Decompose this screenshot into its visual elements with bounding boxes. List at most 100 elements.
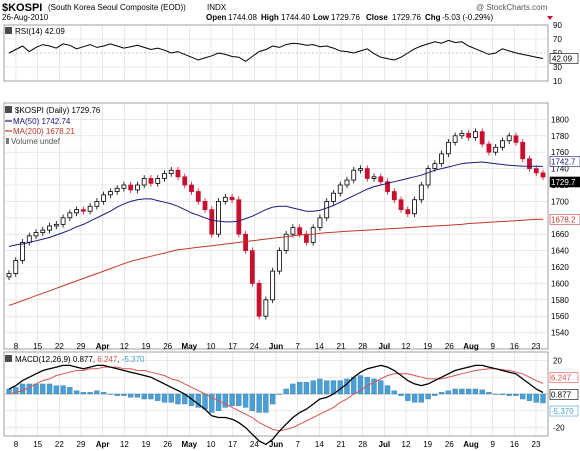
x-tick-label: Jun [269, 440, 283, 449]
x-tick-label: Apr [96, 440, 110, 449]
price-tag-box [549, 176, 580, 188]
price-tick-label: 1540 [551, 329, 569, 338]
macd-histogram-bar [445, 390, 452, 395]
macd-histogram-bar [121, 393, 127, 396]
macd-histogram-bar [465, 388, 472, 395]
chart-date: 26-Aug-2010 [2, 13, 49, 22]
price-tag: 1729.7 [551, 178, 576, 187]
macd-histogram-bar [134, 393, 141, 398]
macd-histogram-bar [161, 393, 168, 403]
price-tick-label: 1640 [551, 247, 569, 256]
candle-body [513, 135, 519, 143]
candle-body [101, 194, 107, 202]
candle-body [425, 168, 431, 186]
macd-histogram-bar [269, 393, 276, 405]
chg-down-arrow-icon [547, 16, 553, 20]
x-tick-label: 12 [120, 342, 129, 351]
macd-histogram-bar [391, 390, 397, 395]
x-tick-label: May [182, 342, 198, 351]
candle-body [344, 179, 350, 186]
x-tick-label: 24 [250, 342, 259, 351]
x-tick-label: 21 [337, 342, 346, 351]
candle-body [60, 217, 66, 225]
macd-histogram-bar [87, 392, 93, 395]
legend-ma50: MA(50) 1742.74 [13, 117, 71, 126]
price-tag: 1678.2 [551, 215, 576, 224]
x-tick-label: 28 [358, 342, 367, 351]
macd-histogram-bar [80, 392, 87, 395]
x-tick-label: 10 [207, 342, 216, 351]
macd-histogram-bar [209, 393, 215, 413]
candle-body [67, 212, 73, 219]
candle-body [520, 141, 526, 160]
rsi-tick-label: 10 [553, 77, 562, 86]
candle-body [405, 209, 411, 215]
candle-body [540, 172, 546, 178]
candle-body [378, 176, 384, 183]
macd-histogram-bar [236, 393, 242, 406]
candle-body [94, 200, 100, 207]
macd-line [8, 364, 544, 446]
candle-body [452, 135, 458, 143]
macd-histogram-bar [33, 383, 39, 395]
macd-tag: -5.370 [551, 407, 574, 416]
x-tick-label: 9 [490, 440, 495, 449]
x-tick-label: 12 [402, 342, 411, 351]
macd-histogram-bar [506, 393, 512, 396]
candle-body [80, 209, 86, 212]
macd-histogram-bar [168, 393, 174, 403]
rsi-tag-box [549, 53, 579, 64]
macd-tag: 0.877 [551, 391, 572, 400]
macd-histogram-bar [202, 393, 208, 410]
x-tick-label: May [182, 440, 198, 449]
candle-body [479, 131, 485, 145]
macd-histogram-bar [148, 393, 154, 400]
macd-histogram-bar [242, 393, 249, 408]
x-tick-label: 26 [445, 440, 454, 449]
candle-body [26, 235, 32, 243]
x-tick-label: Jul [379, 342, 391, 351]
candle-body [385, 181, 390, 192]
macd-histogram-bar [283, 388, 289, 395]
rsi-tick-label: 90 [553, 21, 562, 30]
candle-body [351, 169, 357, 181]
x-tick-label: 16 [510, 342, 519, 351]
candle-body [418, 184, 424, 201]
candle-body [398, 199, 404, 210]
macd-histogram-bar [276, 393, 283, 395]
candle-body [135, 184, 140, 191]
candle-body [412, 199, 417, 215]
macd-histogram-bar [493, 393, 499, 395]
macd-histogram-bar [357, 375, 364, 395]
chg-label: Chg [425, 13, 441, 22]
candle-body [74, 209, 79, 214]
x-tick-label: 29 [77, 342, 86, 351]
macd-histogram-bar [19, 383, 26, 395]
macd-histogram-bar [73, 390, 80, 395]
x-tick-label: 7 [295, 440, 300, 449]
macd-histogram-bar [128, 393, 134, 398]
macd-signal-line [8, 366, 544, 432]
rsi-title: RSI(14) 42.09 [5, 27, 65, 36]
macd-histogram-bar [303, 382, 310, 395]
macd-histogram-bar [195, 393, 201, 408]
x-tick-label: 22 [55, 440, 64, 449]
candle-body [337, 184, 343, 194]
price-tag: 1742.7 [551, 157, 576, 166]
rsi-tag: 42.09 [552, 55, 573, 64]
macd-histogram-bar [215, 393, 222, 411]
low-value: 1729.76 [331, 13, 360, 22]
x-tick-label: Aug [463, 342, 479, 351]
candle-body [47, 225, 52, 231]
x-tick-label: 22 [55, 342, 64, 351]
candle-body [270, 270, 276, 301]
x-tick-label: 19 [142, 440, 151, 449]
price-tick-label: 1600 [551, 279, 569, 288]
candle-body [162, 173, 167, 179]
candle-body [324, 200, 330, 219]
x-tick-label: 21 [337, 440, 346, 449]
candle-body [263, 299, 269, 317]
x-tick-label: 23 [532, 342, 541, 351]
candle-body [175, 169, 181, 178]
candle-body [236, 199, 242, 235]
